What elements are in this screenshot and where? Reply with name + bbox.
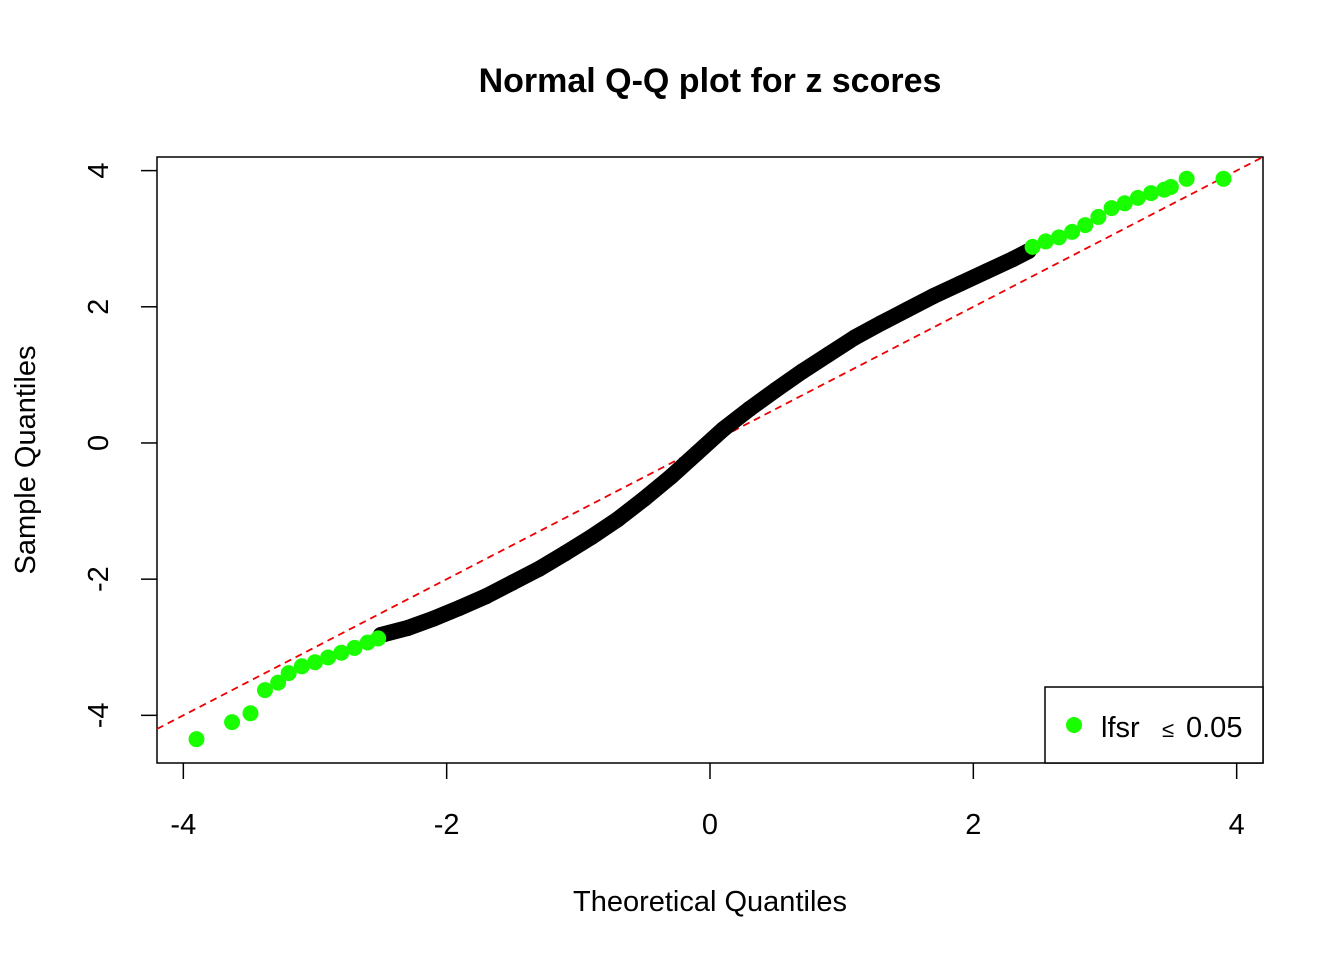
legend-marker (1066, 717, 1082, 733)
significant-point (346, 639, 363, 656)
data-point (846, 329, 863, 346)
significant-point (370, 630, 387, 647)
y-axis: -4 -2 0 2 4 (83, 163, 157, 728)
data-point (715, 421, 732, 438)
significant-point (188, 731, 205, 748)
data-point (925, 287, 942, 304)
data-point (952, 275, 969, 292)
data-point (899, 301, 916, 318)
y-tick-label: 0 (83, 435, 115, 451)
significant-point (1215, 170, 1232, 187)
data-point (451, 599, 468, 616)
significant-point (293, 658, 310, 675)
significant-point (270, 674, 287, 691)
data-point (820, 346, 837, 363)
data-point (794, 363, 811, 380)
significant-point (1024, 238, 1041, 255)
data-point (636, 490, 653, 507)
x-tick-label: -4 (170, 809, 196, 841)
y-tick-label: -2 (83, 566, 115, 592)
significant-point (1178, 170, 1195, 187)
y-tick-label: 4 (83, 163, 115, 179)
significant-point (280, 665, 297, 682)
significant-point (1090, 208, 1107, 225)
data-point (399, 620, 416, 637)
significant-point (1050, 229, 1067, 246)
data-point (530, 560, 547, 577)
significant-point (256, 682, 273, 699)
data-point (583, 528, 600, 545)
data-point (741, 400, 758, 417)
reference-line (156, 156, 1264, 730)
data-point (557, 545, 574, 562)
significant-point (1077, 217, 1094, 234)
legend-label: lfsr (1101, 712, 1140, 744)
significant-point (1037, 233, 1054, 250)
significant-point (1103, 200, 1120, 217)
legend: lfsr ≤ 0.05 (1044, 686, 1264, 764)
significant-point (1064, 223, 1081, 240)
data-point (688, 445, 705, 462)
significant-point (320, 649, 337, 666)
significant-point (1143, 185, 1160, 202)
dense-points-band (372, 242, 1037, 643)
x-tick-label: -2 (434, 809, 460, 841)
significant-point (333, 644, 350, 661)
significant-point (307, 654, 323, 671)
significant-point (242, 705, 259, 722)
data-points (188, 170, 1232, 748)
data-point (767, 381, 784, 398)
x-axis: -4 -2 0 2 4 (170, 763, 1245, 841)
data-point (662, 469, 679, 486)
legend-value: 0.05 (1186, 712, 1242, 744)
x-tick-label: 4 (1229, 809, 1245, 841)
x-axis-label: Theoretical Quantiles (573, 886, 847, 918)
plot-frame (156, 156, 1264, 764)
y-axis-label: Sample Quantiles (10, 346, 42, 575)
significant-point (224, 714, 241, 731)
data-point (978, 263, 995, 280)
x-tick-label: 2 (965, 809, 981, 841)
x-tick-label: 0 (702, 809, 718, 841)
significant-point (1129, 189, 1146, 206)
data-point (609, 511, 626, 528)
legend-symbol: ≤ (1162, 717, 1174, 742)
y-tick-label: -4 (83, 702, 115, 728)
data-point (504, 574, 521, 591)
chart-title: Normal Q-Q plot for z scores (479, 62, 942, 100)
significant-point (1162, 178, 1179, 195)
data-point (1004, 251, 1021, 268)
data-point (425, 610, 442, 627)
data-point (478, 588, 495, 605)
significant-point (1116, 195, 1133, 212)
y-tick-label: 2 (83, 299, 115, 315)
data-point (873, 315, 890, 332)
